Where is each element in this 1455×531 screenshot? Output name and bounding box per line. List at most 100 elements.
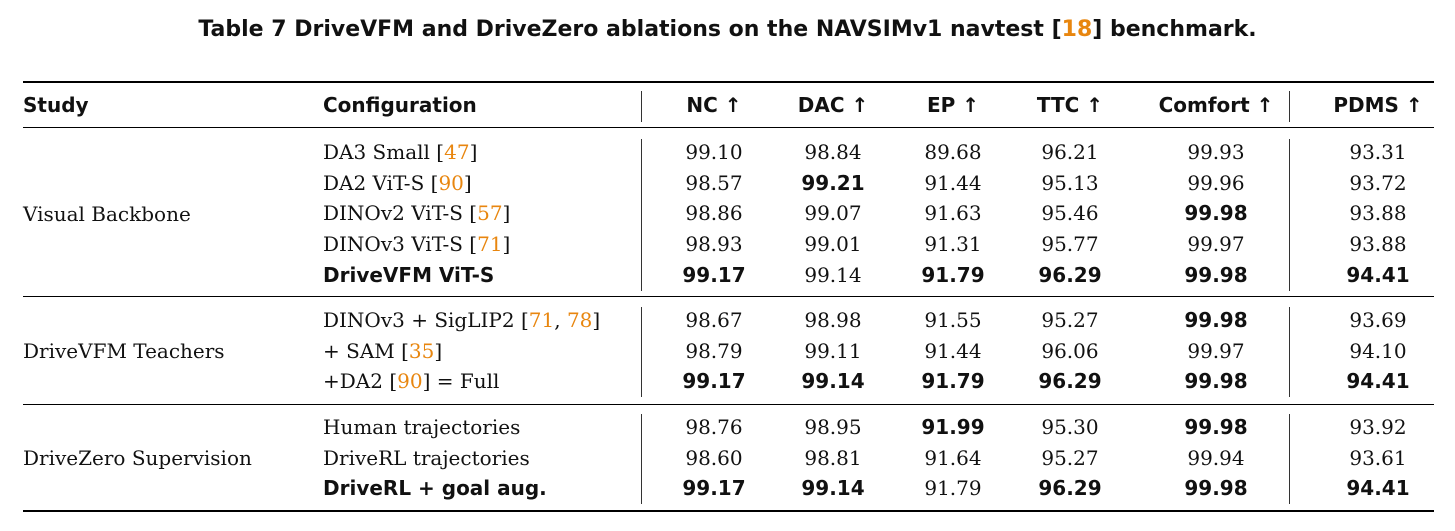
citation-close: ] bbox=[502, 201, 511, 226]
citation-link[interactable]: 47 bbox=[444, 140, 470, 164]
bottom-rule bbox=[23, 510, 1434, 512]
table-cell: 99.10 bbox=[685, 140, 743, 164]
table-cell: 91.63 bbox=[924, 201, 982, 226]
table-cell: 94.10 bbox=[1349, 338, 1407, 363]
citation-link[interactable]: 90 bbox=[397, 369, 423, 394]
table-row-config: DriveRL trajectories bbox=[323, 443, 530, 473]
citation-link[interactable]: 78 bbox=[566, 308, 593, 332]
table-cell: 99.96 bbox=[1187, 170, 1245, 195]
table-cell: 99.14 bbox=[801, 369, 865, 394]
column-header: PDMS ↑ bbox=[1333, 93, 1423, 117]
config-text: DriveRL + goal aug. bbox=[323, 476, 547, 501]
column-header: NC ↑ bbox=[686, 93, 742, 117]
table-cell: 99.11 bbox=[804, 338, 862, 363]
table-cell: 93.88 bbox=[1349, 232, 1407, 257]
config-text: DriveRL trajectories bbox=[323, 445, 530, 470]
config-text: DINOv3 ViT-S [ bbox=[323, 232, 478, 257]
citation-close: ] bbox=[463, 170, 472, 195]
table-cell: 98.98 bbox=[804, 308, 862, 332]
citation-link[interactable]: 90 bbox=[438, 170, 464, 195]
citation-separator: , bbox=[554, 308, 567, 332]
table-cell: 95.77 bbox=[1041, 232, 1099, 257]
table-cell: 99.01 bbox=[804, 232, 862, 257]
table-cell: 94.41 bbox=[1346, 476, 1410, 501]
table-cell: 99.93 bbox=[1187, 140, 1245, 164]
study-label: DriveVFM Teachers bbox=[23, 339, 225, 364]
table-cell: 93.61 bbox=[1349, 445, 1407, 470]
config-text: DINOv2 ViT-S [ bbox=[323, 201, 478, 226]
table-cell: 99.17 bbox=[682, 369, 746, 394]
table-cell: 91.79 bbox=[924, 476, 982, 501]
table-cell: 98.60 bbox=[685, 445, 743, 470]
table-cell: 98.84 bbox=[804, 140, 862, 164]
table-cell: 93.88 bbox=[1349, 201, 1407, 226]
table-cell: 94.41 bbox=[1346, 262, 1410, 287]
column-header: EP ↑ bbox=[926, 93, 980, 117]
column-header: Comfort ↑ bbox=[1158, 93, 1274, 117]
table-cell: 96.29 bbox=[1038, 262, 1102, 287]
table-cell: 96.21 bbox=[1041, 140, 1099, 164]
table-row-config: DINOv3 + SigLIP2 [71, 78] bbox=[323, 305, 600, 335]
table-cell: 93.31 bbox=[1349, 140, 1407, 164]
table-cell: 99.98 bbox=[1184, 308, 1248, 332]
table-cell: 99.98 bbox=[1184, 262, 1248, 287]
table-cell: 99.14 bbox=[804, 262, 862, 287]
table-row-config: +DA2 [90] = Full bbox=[323, 366, 499, 396]
table-row-config: DA3 Small [47] bbox=[323, 137, 477, 167]
citation-link[interactable]: 57 bbox=[477, 201, 503, 226]
table-cell: 95.27 bbox=[1041, 445, 1099, 470]
table-cell: 98.95 bbox=[804, 415, 862, 439]
citation-close: ] bbox=[469, 140, 478, 164]
caption-ref-link[interactable]: 18 bbox=[1061, 17, 1093, 42]
citation-link[interactable]: 71 bbox=[528, 308, 555, 332]
citation-link[interactable]: 35 bbox=[408, 338, 435, 363]
column-header: TTC ↑ bbox=[1036, 93, 1104, 117]
group-rule-2 bbox=[23, 404, 1434, 405]
table-cell: 93.72 bbox=[1349, 170, 1407, 195]
group-rule-1 bbox=[23, 296, 1434, 297]
table-row-config: DriveRL + goal aug. bbox=[323, 473, 547, 503]
table-cell: 95.13 bbox=[1041, 170, 1099, 195]
table-cell: 95.46 bbox=[1041, 201, 1099, 226]
table-cell: 99.94 bbox=[1187, 445, 1245, 470]
column-header: Configuration bbox=[323, 93, 477, 117]
header-separator-right bbox=[1289, 91, 1290, 122]
table-cell: 93.69 bbox=[1349, 308, 1407, 332]
table-cell: 99.98 bbox=[1184, 201, 1248, 226]
table-cell: 99.17 bbox=[682, 262, 746, 287]
table-cell: 98.67 bbox=[685, 308, 743, 332]
table-cell: 91.99 bbox=[921, 415, 985, 439]
table-cell: 91.44 bbox=[924, 338, 982, 363]
table-row-config: Human trajectories bbox=[323, 412, 520, 442]
table-row-config: DriveVFM ViT-S bbox=[323, 260, 494, 290]
table-row-config: + SAM [35] bbox=[323, 336, 442, 366]
top-rule bbox=[23, 81, 1434, 83]
table-cell: 91.44 bbox=[924, 170, 982, 195]
column-header: DAC ↑ bbox=[797, 93, 869, 117]
table-cell: 91.79 bbox=[921, 369, 985, 394]
citation-link[interactable]: 71 bbox=[477, 232, 503, 257]
header-rule bbox=[23, 127, 1434, 128]
table-cell: 94.41 bbox=[1346, 369, 1410, 394]
group-separator-right bbox=[1289, 414, 1290, 505]
citation-close: ] bbox=[502, 232, 511, 257]
table-cell: 99.97 bbox=[1187, 232, 1245, 257]
table-cell: 99.98 bbox=[1184, 415, 1248, 439]
config-text: Human trajectories bbox=[323, 415, 521, 439]
table-cell: 93.92 bbox=[1349, 415, 1407, 439]
caption-suffix: ] benchmark. bbox=[1092, 17, 1257, 42]
table-cell: 95.27 bbox=[1041, 308, 1099, 332]
table-cell: 99.98 bbox=[1184, 476, 1248, 501]
citation-close: ] bbox=[592, 308, 601, 332]
table-cell: 96.29 bbox=[1038, 476, 1102, 501]
group-separator-left bbox=[641, 139, 642, 291]
table-cell: 99.98 bbox=[1184, 369, 1248, 394]
group-separator-right bbox=[1289, 139, 1290, 291]
table-cell: 91.31 bbox=[924, 232, 982, 257]
caption-prefix: Table 7 DriveVFM and DriveZero ablations… bbox=[198, 17, 1062, 42]
citation-close: ] = Full bbox=[422, 369, 500, 394]
table-cell: 99.97 bbox=[1187, 338, 1245, 363]
table-caption: Table 7 DriveVFM and DriveZero ablations… bbox=[0, 17, 1455, 42]
table-cell: 99.17 bbox=[682, 476, 746, 501]
table-row-config: DINOv3 ViT-S [71] bbox=[323, 229, 510, 259]
